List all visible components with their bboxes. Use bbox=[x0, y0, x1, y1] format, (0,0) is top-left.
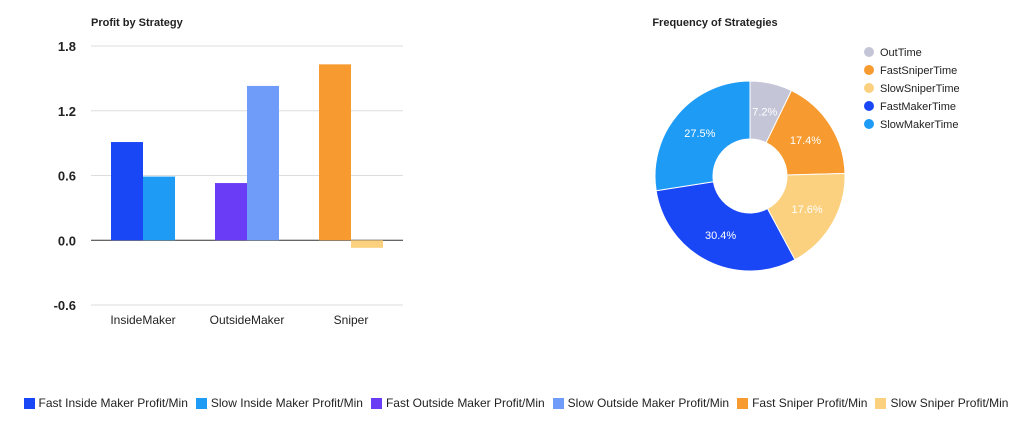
legend-label: FastMakerTime bbox=[880, 101, 956, 113]
y-tick-label: -0.6 bbox=[54, 298, 76, 313]
slice-percent-label: 7.2% bbox=[752, 107, 777, 119]
legend-dot bbox=[864, 47, 874, 57]
slice-percent-label: 27.5% bbox=[684, 128, 715, 140]
bar bbox=[351, 240, 383, 248]
slice-percent-label: 17.4% bbox=[790, 135, 821, 147]
legend-dot bbox=[864, 101, 874, 111]
bar-chart-y-axis: 1.8 1.2 0.6 0.0 -0.6 bbox=[54, 39, 76, 313]
slice-percent-label: 17.6% bbox=[791, 204, 822, 216]
legend-swatch bbox=[195, 397, 207, 409]
legend-item: Fast Inside Maker Profit/Min bbox=[23, 396, 188, 410]
legend-item: Fast Outside Maker Profit/Min bbox=[370, 396, 545, 410]
legend-label: SlowMakerTime bbox=[880, 119, 958, 131]
y-tick-label: 0.0 bbox=[58, 233, 76, 248]
donut-slice bbox=[655, 181, 796, 272]
y-tick-label: 1.2 bbox=[58, 104, 76, 119]
bar bbox=[111, 142, 143, 241]
y-tick-label: 1.8 bbox=[58, 39, 76, 54]
legend-label: SlowSniperTime bbox=[880, 83, 960, 95]
bar bbox=[319, 64, 351, 241]
legend-label: FastSniperTime bbox=[880, 65, 957, 77]
legend-item: Fast Sniper Profit/Min bbox=[737, 396, 867, 410]
legend-dot bbox=[864, 119, 874, 129]
slice-percent-label: 30.4% bbox=[705, 230, 736, 242]
legend-dot bbox=[864, 83, 874, 93]
legend-swatch bbox=[552, 397, 564, 409]
donut-slice bbox=[765, 89, 846, 176]
legend-swatch bbox=[23, 397, 35, 409]
donut-chart-legend: OutTime FastSniperTime SlowSniperTime FastM… bbox=[864, 47, 960, 131]
donut-chart-slice-labels: 7.2% 17.4% 17.6% 30.4% 27.5% bbox=[684, 107, 823, 242]
y-tick-label: 0.6 bbox=[58, 169, 76, 184]
legend-label: Fast Inside Maker Profit/Min bbox=[38, 396, 188, 410]
legend-label: Slow Sniper Profit/Min bbox=[890, 396, 1009, 410]
legend-swatch bbox=[875, 397, 887, 409]
bar-chart-legend: Fast Inside Maker Profit/Min Slow Inside … bbox=[0, 396, 1032, 410]
legend-dot bbox=[864, 65, 874, 75]
legend-label: Slow Outside Maker Profit/Min bbox=[567, 396, 730, 410]
x-tick-label: InsideMaker bbox=[110, 313, 175, 327]
legend-item: Slow Sniper Profit/Min bbox=[875, 396, 1008, 410]
bar-chart-title: Profit by Strategy bbox=[91, 17, 184, 29]
legend-label: Fast Sniper Profit/Min bbox=[752, 396, 868, 410]
legend-label: OutTime bbox=[880, 47, 922, 59]
bar bbox=[143, 176, 175, 241]
legend-swatch bbox=[370, 397, 382, 409]
bar bbox=[247, 85, 279, 241]
bar-chart-x-axis: InsideMaker OutsideMaker Sniper bbox=[110, 313, 368, 327]
legend-swatch bbox=[737, 397, 749, 409]
legend-item: Slow Inside Maker Profit/Min bbox=[195, 396, 363, 410]
legend-item: Slow Outside Maker Profit/Min bbox=[552, 396, 730, 410]
x-tick-label: OutsideMaker bbox=[210, 313, 285, 327]
x-tick-label: Sniper bbox=[334, 313, 369, 327]
legend-label: Fast Outside Maker Profit/Min bbox=[385, 396, 545, 410]
bar bbox=[215, 183, 247, 241]
donut-chart-slices bbox=[654, 80, 846, 272]
donut-slice bbox=[654, 80, 751, 192]
bar-chart-bars bbox=[111, 64, 383, 248]
legend-label: Slow Inside Maker Profit/Min bbox=[210, 396, 363, 410]
pie-chart-title: Frequency of Strategies bbox=[652, 17, 777, 29]
